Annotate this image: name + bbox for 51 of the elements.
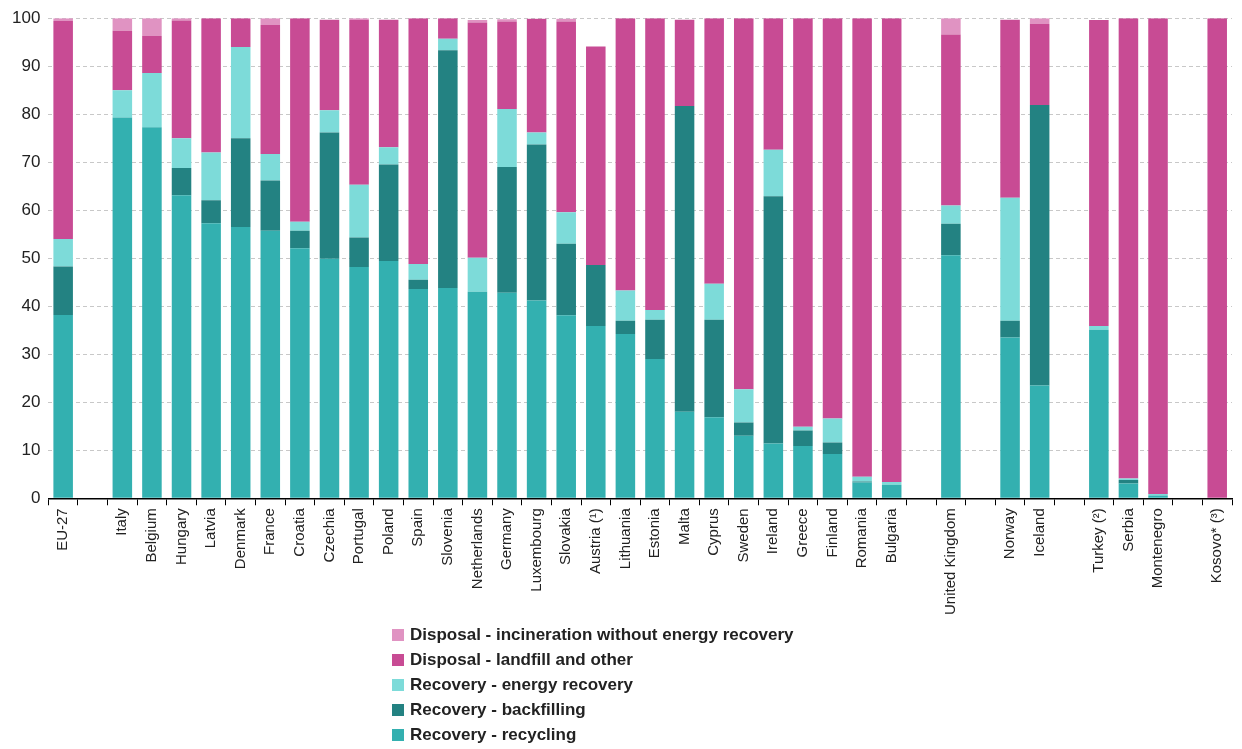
y-tick-label: 70 (21, 151, 41, 171)
x-tick-label: France (260, 508, 278, 555)
x-tick-label: United Kingdom (941, 508, 959, 616)
y-tick-label: 60 (21, 199, 41, 219)
x-tick-label: Germany (497, 507, 515, 570)
x-tick-label: Serbia (1118, 507, 1136, 552)
x-tick-label: EU-27 (53, 508, 71, 551)
x-tick-label: Greece (793, 508, 811, 558)
legend-label: Recovery - backfilling (410, 699, 586, 720)
x-tick-label: Malta (674, 507, 692, 545)
x-tick-label: Denmark (230, 507, 248, 570)
x-tick-label: Latvia (201, 507, 219, 549)
y-tick-label: 90 (21, 55, 41, 75)
x-tick-label: Bulgaria (881, 507, 899, 564)
x-tick-label: Italy (112, 507, 130, 536)
y-tick-label: 10 (21, 439, 41, 459)
y-tick-label: 80 (21, 103, 41, 123)
x-tick-label: Lithuania (615, 507, 633, 570)
y-tick-label: 100 (11, 7, 41, 27)
x-tick-label: Estonia (645, 507, 663, 559)
x-tick-label: Kosovo* (³) (1207, 508, 1225, 584)
x-tick-label: Slovakia (556, 507, 574, 565)
y-tick-label: 30 (21, 343, 41, 363)
x-tick-label: Turkey (²) (1088, 508, 1106, 573)
x-tick-label: Spain (408, 508, 426, 547)
x-tick-label: Sweden (733, 508, 751, 563)
x-tick-label: Croatia (290, 507, 308, 557)
x-tick-label: Cyprus (704, 508, 722, 556)
y-tick-label: 40 (21, 295, 41, 315)
y-tick-label: 0 (30, 487, 41, 507)
x-tick-label: Hungary (171, 507, 189, 565)
x-tick-label: Poland (378, 508, 396, 555)
y-tick-label: 50 (21, 247, 41, 267)
legend-label: Recovery - recycling (410, 724, 577, 745)
x-tick-label: Czechia (319, 507, 337, 563)
x-tick-label: Luxembourg (526, 508, 544, 592)
legend-label: Disposal - incineration without energy recovery (410, 624, 794, 645)
x-tick-label: Netherlands (467, 508, 485, 590)
x-tick-label: Belgium (142, 508, 160, 563)
x-tick-label: Romania (852, 507, 870, 569)
x-tick-label: Austria (¹) (585, 508, 603, 575)
x-tick-label: Portugal (349, 508, 367, 565)
y-tick-label: 20 (21, 391, 41, 411)
x-tick-label: Montenegro (1148, 508, 1166, 589)
x-tick-label: Ireland (763, 508, 781, 555)
x-tick-label: Slovenia (437, 507, 455, 566)
x-tick-label: Finland (822, 508, 840, 558)
legend-label: Disposal - landfill and other (410, 649, 633, 670)
legend-label: Recovery - energy recovery (410, 674, 634, 695)
x-tick-label: Norway (1000, 507, 1018, 560)
x-tick-label: Iceland (1029, 508, 1047, 557)
